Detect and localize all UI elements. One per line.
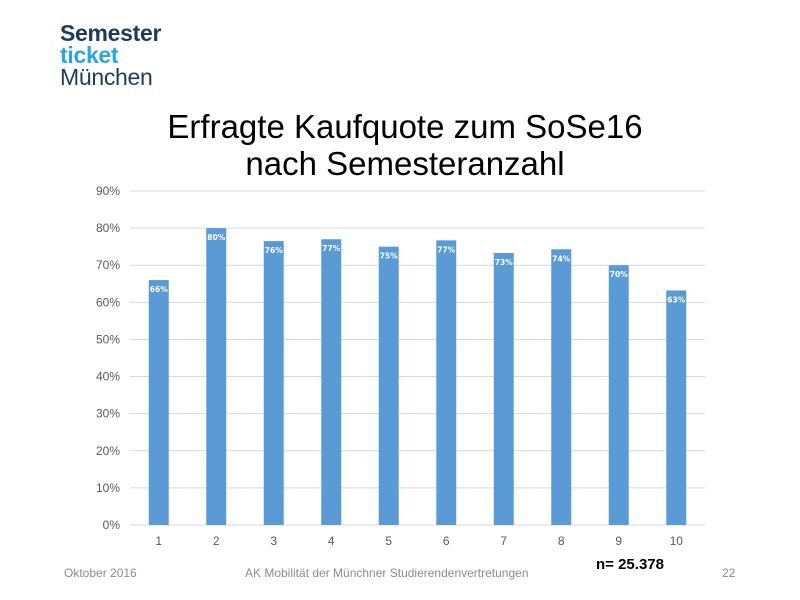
semesterticket-logo: Semester ticket München — [60, 20, 162, 90]
x-tick-label-3: 3 — [270, 534, 277, 548]
bar-9 — [608, 265, 629, 525]
data-label-2: 80% — [207, 233, 225, 242]
x-tick-label-9: 9 — [615, 534, 622, 548]
bar-3 — [263, 241, 284, 525]
data-label-5: 75% — [380, 252, 398, 261]
x-tick-label-7: 7 — [500, 534, 507, 548]
data-label-9: 70% — [610, 270, 628, 279]
y-tick-label-40: 40% — [96, 370, 120, 384]
bar-2 — [206, 228, 227, 525]
bar-8 — [551, 249, 572, 525]
footer-organization: AK Mobilität der Münchner Studierendenve… — [245, 566, 529, 580]
y-tick-label-30: 30% — [96, 407, 120, 421]
x-tick-label-5: 5 — [385, 534, 392, 548]
x-tick-label-2: 2 — [213, 534, 220, 548]
x-tick-label-6: 6 — [443, 534, 450, 548]
bar-7 — [493, 252, 514, 525]
data-label-8: 74% — [552, 254, 570, 263]
x-tick-label-10: 10 — [670, 534, 684, 548]
chart-title: Erfragte Kaufquote zum SoSe16 nach Semes… — [80, 108, 730, 182]
y-tick-label-60: 60% — [96, 295, 120, 309]
logo-line-ticket: ticket — [60, 42, 119, 68]
chart-title-line-1: Erfragte Kaufquote zum SoSe16 — [167, 108, 643, 145]
sample-size: n= 25.378 — [596, 556, 664, 573]
x-tick-label-8: 8 — [558, 534, 565, 548]
data-label-6: 77% — [437, 245, 455, 254]
logo-line-city: München — [60, 64, 153, 90]
y-axis-tick-labels: 0% 10% 20% 30% 40% 50% 60% 70% 80% 90% — [96, 184, 120, 532]
data-label-7: 73% — [495, 258, 513, 267]
bar-4 — [321, 239, 342, 525]
y-tick-label-90: 90% — [96, 184, 120, 198]
data-label-10: 63% — [667, 295, 685, 304]
data-label-3: 76% — [265, 246, 283, 255]
logo-line-semester: Semester — [60, 20, 162, 46]
y-tick-label-70: 70% — [96, 258, 120, 272]
y-tick-label-20: 20% — [96, 444, 120, 458]
x-axis-tick-labels: 1 2 3 4 5 6 7 8 9 10 — [155, 534, 683, 548]
y-tick-label-0: 0% — [103, 518, 121, 532]
y-tick-label-50: 50% — [96, 332, 120, 346]
footer-date: Oktober 2016 — [64, 566, 137, 580]
y-tick-label-80: 80% — [96, 221, 120, 235]
data-label-4: 77% — [322, 244, 340, 253]
page-number: 22 — [722, 566, 736, 580]
y-tick-label-10: 10% — [96, 481, 120, 495]
x-tick-label-4: 4 — [328, 534, 335, 548]
chart-title-line-2: nach Semesteranzahl — [245, 145, 565, 182]
data-labels: 66% 80% 76% 77% 75% 77% 73% 74% 70% 63% — [150, 233, 686, 304]
bars — [148, 228, 687, 525]
bar-5 — [378, 246, 399, 525]
bar-10 — [666, 290, 687, 525]
x-tick-label-1: 1 — [155, 534, 162, 548]
bar-6 — [436, 240, 457, 525]
data-label-1: 66% — [150, 285, 168, 294]
bar-1 — [148, 280, 169, 525]
